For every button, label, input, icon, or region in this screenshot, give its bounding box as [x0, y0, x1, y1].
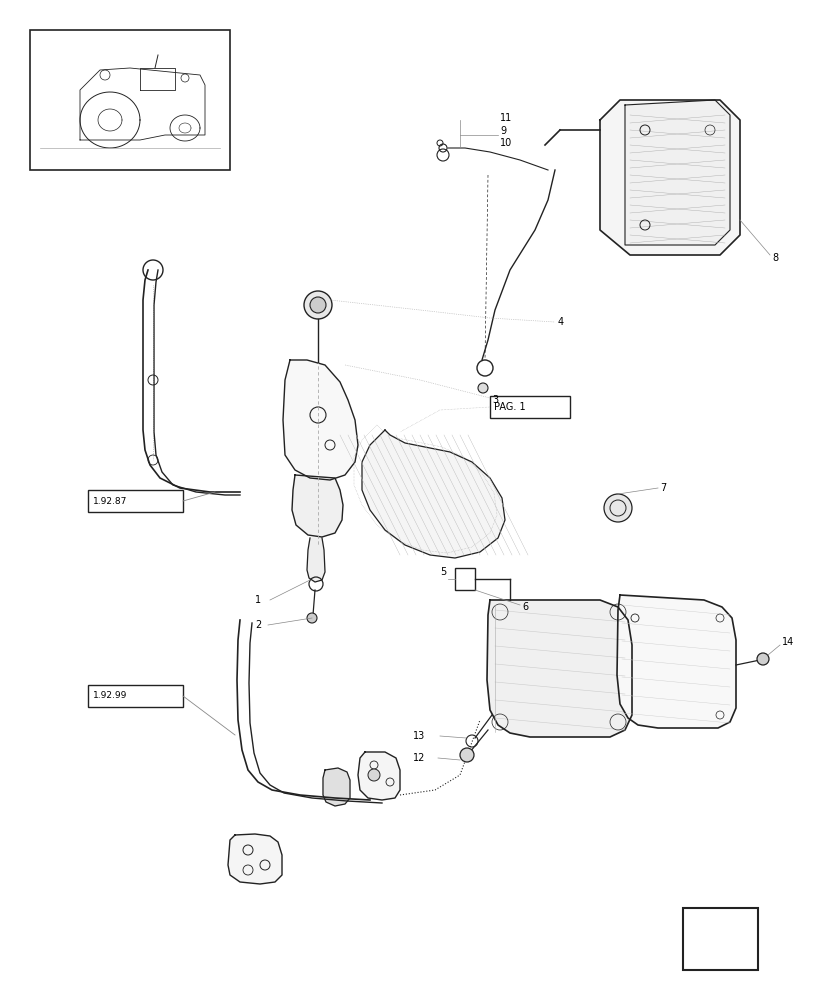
Circle shape — [477, 383, 487, 393]
Circle shape — [309, 297, 326, 313]
Polygon shape — [357, 752, 399, 800]
Text: 7: 7 — [659, 483, 666, 493]
Polygon shape — [486, 600, 631, 737]
Circle shape — [603, 494, 631, 522]
Text: 14: 14 — [781, 637, 793, 647]
Text: 6: 6 — [521, 602, 528, 612]
Polygon shape — [227, 834, 282, 884]
Text: 13: 13 — [412, 731, 424, 741]
Polygon shape — [307, 538, 325, 582]
Text: 5: 5 — [439, 567, 446, 577]
Polygon shape — [323, 768, 350, 806]
Text: 1.92.99: 1.92.99 — [93, 692, 127, 700]
Polygon shape — [600, 100, 739, 255]
Polygon shape — [715, 923, 751, 935]
Circle shape — [307, 613, 317, 623]
Text: 3: 3 — [491, 395, 498, 405]
Text: 9: 9 — [500, 126, 505, 136]
Text: 2: 2 — [255, 620, 261, 630]
Text: 1: 1 — [255, 595, 261, 605]
Circle shape — [304, 291, 332, 319]
Text: 1.92.87: 1.92.87 — [93, 496, 127, 506]
Text: 11: 11 — [500, 113, 512, 123]
Bar — [30, 30, 230, 170]
Bar — [490, 396, 569, 418]
Bar — [88, 685, 183, 707]
Text: PAG. 1: PAG. 1 — [494, 402, 525, 412]
Polygon shape — [283, 360, 357, 480]
Bar — [88, 490, 183, 512]
Polygon shape — [292, 475, 342, 537]
Polygon shape — [689, 920, 751, 958]
Polygon shape — [624, 100, 729, 245]
Polygon shape — [361, 430, 504, 558]
Text: 12: 12 — [412, 753, 424, 763]
Circle shape — [756, 653, 768, 665]
Circle shape — [460, 748, 473, 762]
Circle shape — [367, 769, 380, 781]
Bar — [455, 568, 475, 590]
Text: 10: 10 — [500, 138, 512, 148]
Bar — [682, 908, 757, 970]
Polygon shape — [616, 595, 735, 728]
Text: 4: 4 — [557, 317, 563, 327]
Text: 8: 8 — [771, 253, 777, 263]
